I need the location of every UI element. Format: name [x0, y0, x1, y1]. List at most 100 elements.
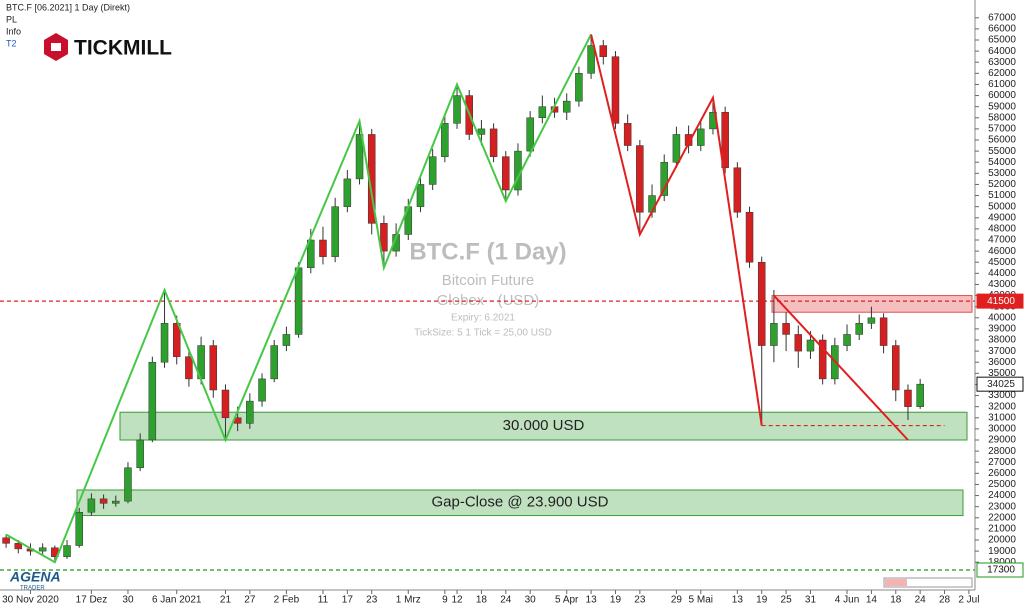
wm-exchange: Globex - (USD): [437, 292, 540, 309]
y-tick-label: 37000: [988, 346, 1016, 357]
candle-body: [63, 545, 71, 557]
candle-body: [623, 123, 632, 146]
x-tick-label: 24: [915, 595, 927, 606]
y-tick-label: 36000: [988, 357, 1016, 368]
candle-body: [794, 334, 803, 352]
candle-body: [636, 145, 644, 213]
y-tick-label: 24000: [988, 490, 1016, 501]
watermark: BTC.F (1 Day) Bitcoin Future Globex - (U…: [409, 238, 566, 338]
y-tick-label: 33000: [988, 390, 1016, 401]
candle-body: [916, 383, 924, 407]
x-tick-label: 1 Mrz: [396, 595, 421, 606]
y-tick-label: 45000: [988, 257, 1016, 268]
y-tick-label: 20000: [988, 535, 1016, 546]
candle-body: [502, 156, 510, 191]
y-tick-label: 18000: [988, 557, 1016, 568]
candle-body: [221, 389, 230, 419]
candle-body: [172, 323, 181, 357]
candle-body: [879, 317, 888, 346]
candle-body: [112, 500, 120, 504]
y-tick-label: 30000: [988, 424, 1016, 435]
level-box: [976, 293, 1024, 309]
wm-title: BTC.F (1 Day): [409, 238, 566, 265]
last-price-box: [976, 376, 1024, 392]
y-tick-label: 58000: [988, 112, 1016, 123]
candle-body: [684, 134, 693, 146]
candle-body: [477, 128, 486, 135]
x-tick-label: 4 Jun: [835, 595, 859, 606]
candle-body: [209, 345, 218, 391]
candle-body: [428, 156, 437, 185]
menu-t2[interactable]: T2: [6, 38, 17, 48]
y-tick-label: 19000: [988, 546, 1016, 557]
y-tick-label: 51000: [988, 190, 1016, 201]
y-tick-label: 54000: [988, 157, 1016, 168]
y-tick-label: 44000: [988, 268, 1016, 279]
y-tick-label: 62000: [988, 68, 1016, 79]
candle-body: [294, 267, 303, 335]
candle-body: [392, 234, 400, 252]
candle-body: [99, 498, 108, 504]
x-tick-label: 13: [586, 595, 598, 606]
logo-text: TICKMILL: [74, 37, 172, 60]
candle-body: [892, 345, 900, 391]
candle-body: [343, 178, 352, 207]
x-tick-label: 21: [220, 595, 232, 606]
candle-body: [806, 339, 815, 352]
level-label: 17300: [987, 565, 1015, 576]
x-tick-label: 13: [732, 595, 744, 606]
y-tick-label: 28000: [988, 446, 1016, 457]
y-tick-label: 22000: [988, 512, 1016, 523]
y-tick-label: 64000: [988, 46, 1016, 57]
x-tick-label: 30: [525, 595, 537, 606]
y-tick-label: 26000: [988, 468, 1016, 479]
candle-body: [843, 334, 851, 346]
candle-body: [660, 161, 668, 196]
candle-body: [185, 356, 193, 380]
candle-body: [416, 184, 425, 207]
candle-body: [270, 345, 278, 380]
candle-body: [782, 323, 790, 335]
candle-body: [587, 45, 595, 74]
candle-body: [75, 511, 83, 546]
wm-tick: TickSize: 5 1 Tick = 25,00 USD: [414, 328, 552, 339]
candle-body: [258, 378, 266, 402]
candle-body: [611, 56, 620, 124]
zone: [771, 295, 973, 313]
candle-body: [282, 334, 291, 346]
y-tick-label: 65000: [988, 35, 1016, 46]
drawn-line: [590, 34, 763, 426]
last-price-label: 34025: [987, 379, 1015, 390]
y-tick-label: 61000: [988, 79, 1016, 90]
x-tick-label: 24: [500, 595, 512, 606]
x-tick-label: 9: [442, 595, 448, 606]
candle-body: [562, 100, 571, 113]
candle-body: [331, 206, 339, 257]
x-tick-label: 2 Feb: [274, 595, 300, 606]
x-tick-label: 17 Dez: [76, 595, 108, 606]
drawn-line: [5, 33, 592, 564]
x-tick-label: 2 Jul: [958, 595, 979, 606]
y-tick-label: 57000: [988, 124, 1016, 135]
menu-info[interactable]: Info: [6, 26, 21, 36]
candle-body: [575, 73, 583, 102]
candle-body: [697, 128, 705, 146]
candle-body: [721, 111, 729, 169]
y-tick-label: 46000: [988, 246, 1016, 257]
candle-body: [148, 361, 157, 441]
candle-body: [87, 498, 96, 513]
scrollbar[interactable]: [883, 577, 973, 588]
menu-pl[interactable]: PL: [6, 14, 17, 24]
candle-body: [745, 211, 754, 263]
y-tick-label: 43000: [988, 279, 1016, 290]
candle-body: [867, 317, 876, 324]
scroll-thumb[interactable]: [885, 579, 907, 586]
footer-logo: AGENA: [9, 569, 61, 585]
x-tick-label: 19: [610, 595, 622, 606]
x-tick-label: 14: [866, 595, 878, 606]
candle-body: [307, 239, 315, 269]
x-tick-label: 28: [939, 595, 951, 606]
y-tick-label: 35000: [988, 368, 1016, 379]
candle-body: [2, 537, 10, 544]
